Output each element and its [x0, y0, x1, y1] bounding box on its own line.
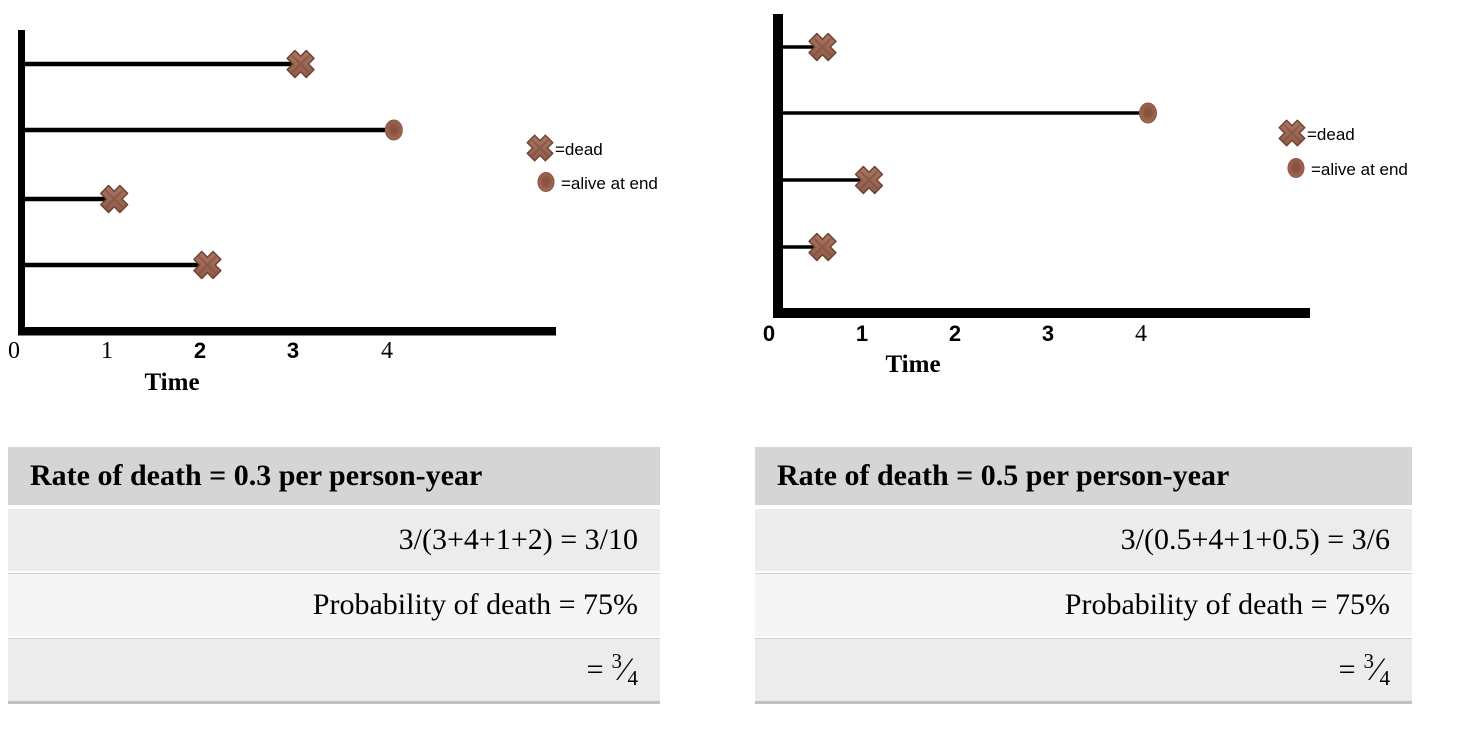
legend-dead-label: =dead — [1307, 125, 1355, 144]
x-tick-2: 2 — [194, 338, 206, 363]
subjects-layer — [25, 43, 403, 286]
x-tick-1: 1 — [856, 321, 868, 346]
person-time-chart-right: 0 1 2 3 4 Time =dead =alive at end — [763, 14, 1408, 378]
legend-alive-icon — [537, 172, 555, 192]
x-tick-3: 3 — [1042, 321, 1054, 346]
fraction-row: = 3 ⁄ 4 — [755, 638, 1412, 701]
person-time-chart-left: 0 1 2 3 4 Time =dead =alive at end — [8, 30, 658, 396]
rate-calculation-row: 3/(3+4+1+2) = 3/10 — [8, 509, 660, 571]
fraction-numerator: 3 — [611, 648, 622, 673]
legend-alive-label: =alive at end — [561, 174, 658, 193]
fraction-denominator: 4 — [627, 665, 639, 690]
alive-marker — [1139, 102, 1157, 124]
rate-table-right: Rate of death = 0.5 per person-year 3/(0… — [755, 447, 1412, 704]
x-tick-1: 1 — [101, 338, 113, 364]
fraction-slash: ⁄ — [1373, 651, 1380, 688]
x-tick-4: 4 — [1135, 321, 1147, 347]
x-axis-title: Time — [885, 351, 940, 378]
subjects-layer — [783, 26, 1157, 268]
y-axis — [18, 30, 25, 335]
rate-table-header: Rate of death = 0.5 per person-year — [755, 447, 1412, 505]
legend-dead-icon — [1272, 113, 1312, 153]
fraction-equals: = — [586, 653, 604, 686]
y-axis — [773, 14, 783, 318]
x-tick-2: 2 — [949, 321, 961, 346]
legend: =dead =alive at end — [1272, 113, 1408, 179]
x-tick-3: 3 — [287, 338, 299, 363]
x-axis — [773, 308, 1310, 318]
fraction-slash: ⁄ — [621, 651, 628, 688]
rate-calculation-row: 3/(0.5+4+1+0.5) = 3/6 — [755, 509, 1412, 571]
rate-table-left: Rate of death = 0.3 per person-year 3/(3… — [8, 447, 660, 704]
x-tick-4: 4 — [381, 338, 393, 364]
rate-table-header: Rate of death = 0.3 per person-year — [8, 447, 660, 505]
legend: =dead =alive at end — [520, 128, 658, 193]
legend-alive-label: =alive at end — [1311, 160, 1408, 179]
legend-dead-label: =dead — [555, 140, 603, 159]
fraction-row: = 3 ⁄ 4 — [8, 638, 660, 701]
fraction-numerator: 3 — [1363, 648, 1374, 673]
x-axis-title: Time — [144, 369, 199, 396]
x-tick-0: 0 — [763, 321, 775, 346]
fraction-equals: = — [1338, 653, 1356, 686]
x-tick-0: 0 — [8, 338, 20, 364]
fraction-denominator: 4 — [1379, 665, 1391, 690]
probability-row: Probability of death = 75% — [755, 573, 1412, 636]
legend-alive-icon — [1287, 158, 1305, 178]
alive-marker — [384, 119, 403, 141]
probability-row: Probability of death = 75% — [8, 573, 660, 636]
x-axis — [18, 327, 556, 336]
legend-dead-icon — [520, 128, 560, 168]
